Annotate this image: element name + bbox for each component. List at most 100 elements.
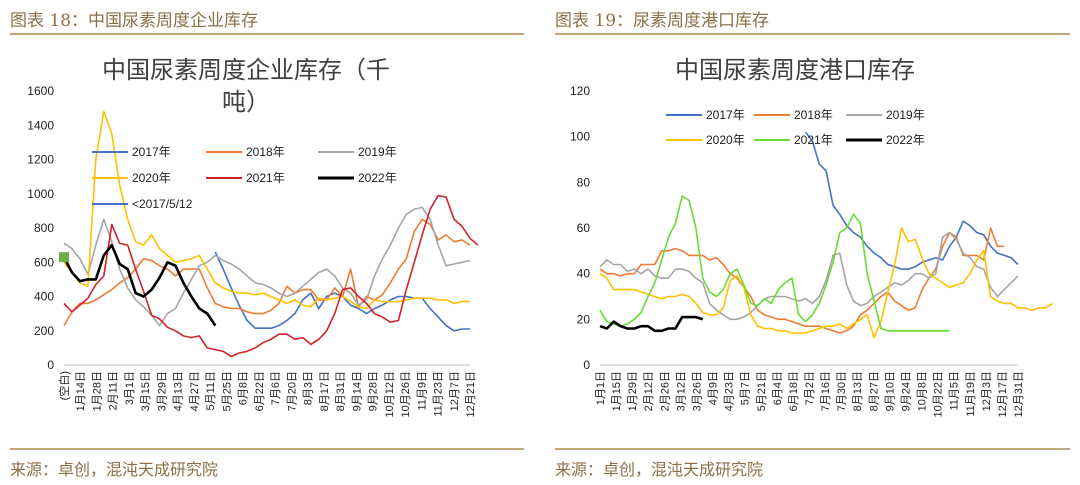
series-line-2017年 (804, 131, 1019, 270)
x-tick-label: 10月8日 (917, 371, 929, 411)
x-tick-label: 5月25日 (221, 371, 233, 411)
legend-label: 2022年 (358, 171, 397, 185)
legend-label: 2018年 (794, 108, 833, 122)
x-tick-label: 4月9日 (708, 371, 720, 405)
x-tick-label: 11月9日 (416, 371, 428, 411)
series-line-2022年 (62, 243, 217, 327)
series-line-2021年 (63, 194, 479, 358)
x-tick-label: 2月12日 (643, 371, 655, 411)
legend-label: 2020年 (706, 133, 745, 147)
x-tick-label: 12月31日 (1013, 371, 1025, 417)
x-tick-label: 12月7日 (449, 371, 461, 411)
series-line-2020年 (63, 110, 470, 310)
x-tick-label: 10月12日 (384, 371, 396, 417)
right-caption-rule (555, 33, 1070, 35)
chart-1: 中国尿素周度企业库存（千吨） 0 200 400 600 800 1000 1200 1400 1… (27, 57, 479, 417)
y-tick-label: 1200 (27, 153, 54, 167)
y-tick-label: 800 (34, 221, 54, 235)
right-source-rule (555, 448, 1070, 450)
series-line-2020年 (599, 227, 1053, 339)
left-source-note: 来源：卓创，混沌天成研究院 (10, 460, 219, 479)
x-tick-label: 2月11日 (108, 371, 120, 411)
x-tick-label: 3月29日 (156, 371, 168, 411)
y-tick-label: 1600 (27, 84, 54, 98)
left-figure-caption: 图表 18：中国尿素周度企业库存 (10, 11, 259, 31)
x-tick-label: 9月24日 (900, 371, 912, 411)
x-tick-label: (空白) (57, 371, 71, 400)
x-tick-label: 12月21日 (465, 371, 477, 417)
y-tick-label: 60 (577, 221, 591, 235)
x-tick-label: 8月3日 (303, 371, 315, 405)
series-line-2018年 (63, 218, 471, 327)
y-tick-label: 1400 (27, 118, 54, 132)
x-tick-label: 6月18日 (788, 371, 800, 411)
chart-title-line: 吨） (222, 89, 270, 116)
x-tick-label: 3月15日 (140, 371, 152, 411)
x-tick-label: 1月29日 (627, 371, 639, 411)
y-tick-label: 120 (570, 84, 590, 98)
x-tick-label: 3月12日 (675, 371, 687, 411)
legend-label: 2021年 (246, 171, 285, 185)
legend-label: 2017年 (132, 145, 171, 159)
legend-label: 2021年 (794, 133, 833, 147)
x-tick-label: 7月2日 (804, 371, 816, 405)
x-tick-label: 2月26日 (659, 371, 671, 411)
x-tick-label: 9月28日 (368, 371, 380, 411)
series-line-2019年 (63, 206, 471, 327)
x-tick-label: 5月11日 (205, 371, 217, 411)
x-tick-label: 9月14日 (351, 371, 363, 411)
x-tick-label: 10月26日 (400, 371, 412, 417)
x-tick-label: 3月1日 (124, 371, 136, 405)
legend-label: <2017/5/12 (132, 197, 193, 211)
x-tick-label: 12月17日 (997, 371, 1009, 417)
legend-label: 2018年 (246, 145, 285, 159)
series-line-2019年 (599, 231, 1019, 321)
chart-title: 中国尿素周度港口库存 (675, 57, 915, 84)
y-tick-label: 0 (47, 358, 54, 372)
x-tick-label: 1月1日 (595, 371, 607, 405)
series-line-2021年 (599, 195, 950, 332)
x-tick-label: 8月31日 (335, 371, 347, 411)
x-tick-label: 9月10日 (884, 371, 896, 411)
legend-label: 2019年 (358, 145, 397, 159)
x-tick-label: 1月14日 (75, 371, 87, 411)
legend-label: 2019年 (886, 108, 925, 122)
series-line-2022年 (599, 315, 704, 333)
x-tick-label: 7月16日 (820, 371, 832, 411)
legend-label: 2022年 (886, 133, 925, 147)
y-tick-label: 1000 (27, 187, 54, 201)
x-tick-label: 8月17日 (319, 371, 331, 411)
legend-label: 2020年 (132, 171, 171, 185)
y-tick-label: 0 (583, 358, 590, 372)
y-tick-label: 400 (34, 290, 54, 304)
x-tick-label: 11月19日 (965, 371, 977, 417)
right-figure-caption: 图表 19：尿素周度港口库存 (555, 11, 770, 31)
x-tick-label: 7月30日 (836, 371, 848, 411)
left-source-rule (10, 448, 524, 450)
x-tick-label: 6月4日 (772, 371, 784, 405)
x-tick-label: 7月6日 (270, 371, 282, 405)
x-tick-label: 8月13日 (852, 371, 864, 411)
x-tick-label: 8月27日 (868, 371, 880, 411)
y-tick-label: 100 (570, 130, 590, 144)
x-tick-label: 5月21日 (756, 371, 768, 411)
y-tick-label: 80 (577, 175, 591, 189)
x-tick-label: 3月26日 (691, 371, 703, 411)
chart-2: 中国尿素周度港口库存 0 20 40 60 80 100 120 1月1日 1月15日 1月29日 2… (570, 57, 1053, 417)
y-tick-label: 200 (34, 324, 54, 338)
x-tick-label: 4月27日 (189, 371, 201, 411)
chart-title-line: 中国尿素周度企业库存（千 (102, 57, 390, 84)
x-tick-label: 5月7日 (740, 371, 752, 405)
x-tick-label: 11月5日 (949, 371, 961, 411)
y-tick-label: 600 (34, 255, 54, 269)
x-tick-label: 4月13日 (173, 371, 185, 411)
left-caption-rule (10, 33, 524, 35)
y-tick-label: 40 (577, 267, 591, 281)
x-tick-label: 7月20日 (286, 371, 298, 411)
x-tick-label: 1月28日 (91, 371, 103, 411)
right-source-note: 来源：卓创，混沌天成研究院 (555, 460, 764, 479)
x-tick-label: 4月23日 (724, 371, 736, 411)
x-tick-label: 6月8日 (238, 371, 250, 405)
legend-label: 2017年 (706, 108, 745, 122)
